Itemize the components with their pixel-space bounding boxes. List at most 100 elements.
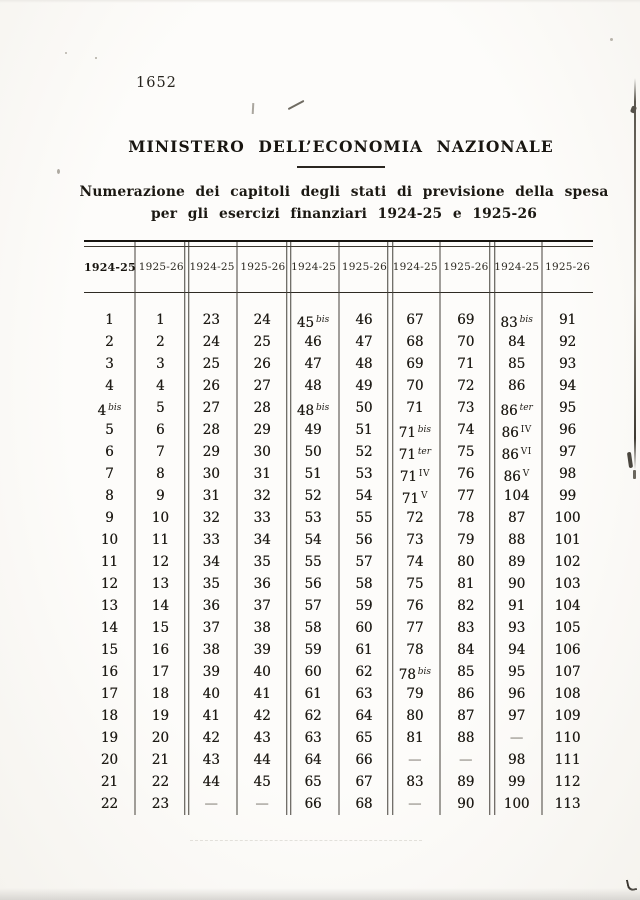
table-cell: — [458, 752, 473, 768]
table-cell: 94 [508, 642, 526, 658]
scan-artifact-edge-mark [633, 470, 636, 479]
table-cell: 36 [202, 598, 220, 614]
table-cell: 110 [554, 730, 581, 746]
table-cell: 70 [457, 334, 475, 350]
table-cell: 55 [304, 554, 322, 570]
table-cell: 65 [355, 730, 373, 746]
table-cell: 61 [355, 642, 373, 658]
table-cell: 16 [151, 642, 169, 658]
table-cell: 44 [253, 752, 271, 768]
table-cell: 51 [355, 422, 373, 438]
table-cell: 77 [406, 620, 424, 636]
table-cell: 90 [508, 576, 526, 592]
table-cell: 112 [554, 774, 581, 790]
document-title: MINISTERO DELL’ECONOMIA NAZIONALE [128, 137, 554, 156]
table-cell: 47 [355, 334, 373, 350]
table-cell: 89 [457, 774, 475, 790]
table-cell: 81 [457, 576, 475, 592]
table-cell: 14 [100, 620, 119, 636]
table-cell: 48 bis [296, 403, 330, 419]
table-cell: 1 [156, 312, 165, 328]
table-cell: 96 [558, 422, 577, 438]
table-cell: 31 [202, 488, 220, 504]
table-cell: 64 [304, 752, 322, 768]
table-cell: 32 [253, 488, 271, 504]
table-cell: 2 [105, 334, 114, 350]
table-cell: — [509, 730, 524, 746]
table-cell: 7 [105, 466, 114, 482]
table-cell: 33 [202, 532, 220, 548]
table-header-cell: 1924-25 [84, 260, 136, 274]
table-cell: 49 [355, 378, 373, 394]
table-cell: 20 [151, 730, 169, 746]
table-cell: 59 [355, 598, 373, 614]
table-cell: 52 [355, 444, 373, 460]
table-cell: 78 [406, 642, 424, 658]
table-cell: 43 [253, 730, 271, 746]
table-cell: 45 bis [296, 315, 330, 331]
cell-superscript: bis [316, 403, 330, 413]
table-cell: 57 [355, 554, 373, 570]
table-cell: 66 [304, 796, 322, 812]
table-cell: 71 ter [398, 447, 432, 463]
table-cell: 41 [253, 686, 271, 702]
table-cell: 72 [406, 510, 424, 526]
table-cell: 3 [156, 356, 165, 372]
table-cell: 19 [100, 730, 119, 746]
table-cell: 56 [355, 532, 373, 548]
table-cell: 33 [253, 510, 271, 526]
table-cell: 43 [202, 752, 220, 768]
table-cell: 2 [156, 334, 165, 350]
table-header-cell: 1925-26 [443, 261, 489, 273]
table-cell: 95 [558, 400, 577, 416]
table-cell: 25 [202, 356, 220, 372]
table-cell: 89 [508, 554, 526, 570]
table-cell: 98 [508, 752, 526, 768]
table-header-cell: 1925-26 [545, 261, 591, 273]
table-cell: 78 bis [398, 667, 432, 683]
table-cell: 103 [554, 576, 581, 592]
table-cell: 6 [105, 444, 114, 460]
table-cell: 80 [406, 708, 424, 724]
table-cell: 50 [304, 444, 322, 460]
cell-superscript: V [420, 491, 428, 501]
table-cell: 16 [100, 664, 119, 680]
table-header-cell: 1924-25 [189, 261, 235, 273]
table-cell: 40 [253, 664, 271, 680]
table-cell: 36 [253, 576, 271, 592]
table-cell: 28 [202, 422, 220, 438]
table-cell: 99 [508, 774, 526, 790]
table-cell: 82 [457, 598, 475, 614]
table-cell: 9 [105, 510, 114, 526]
table-cell: 84 [508, 334, 526, 350]
table-cell: 11 [100, 554, 119, 570]
scan-artifact-speck [610, 38, 613, 41]
table-cell: 27 [202, 400, 220, 416]
table-cell: 46 [304, 334, 322, 350]
table-cell: 64 [355, 708, 373, 724]
table-cell: 35 [253, 554, 271, 570]
table-cell: — [408, 796, 422, 812]
table-cell: 77 [457, 488, 475, 504]
table-cell: 34 [202, 554, 220, 570]
table-cell: 19 [151, 708, 169, 724]
table-cell: 74 [457, 422, 475, 438]
table-cell: 69 [406, 356, 424, 372]
table-cell: 42 [253, 708, 271, 724]
table-cell: 76 [457, 466, 475, 482]
table-cell: 22 [151, 774, 169, 790]
table-cell: 73 [406, 532, 424, 548]
table-cell: 86 [508, 378, 526, 394]
table-header-cell: 1924-25 [494, 261, 540, 273]
table-header-cell: 1924-25 [291, 261, 337, 273]
table-cell: 97 [508, 708, 526, 724]
table-cell: 85 [508, 356, 526, 372]
table-cell: 24 [202, 334, 220, 350]
scan-artifact-speck [57, 169, 60, 174]
table-cell: 10 [151, 510, 169, 526]
table-cell: 101 [554, 532, 581, 548]
table-cell: 56 [304, 576, 322, 592]
subtitle-line-2: per gli esercizi finanziari 1924-25 e 19… [150, 206, 538, 222]
table-cell: 63 [304, 730, 322, 746]
